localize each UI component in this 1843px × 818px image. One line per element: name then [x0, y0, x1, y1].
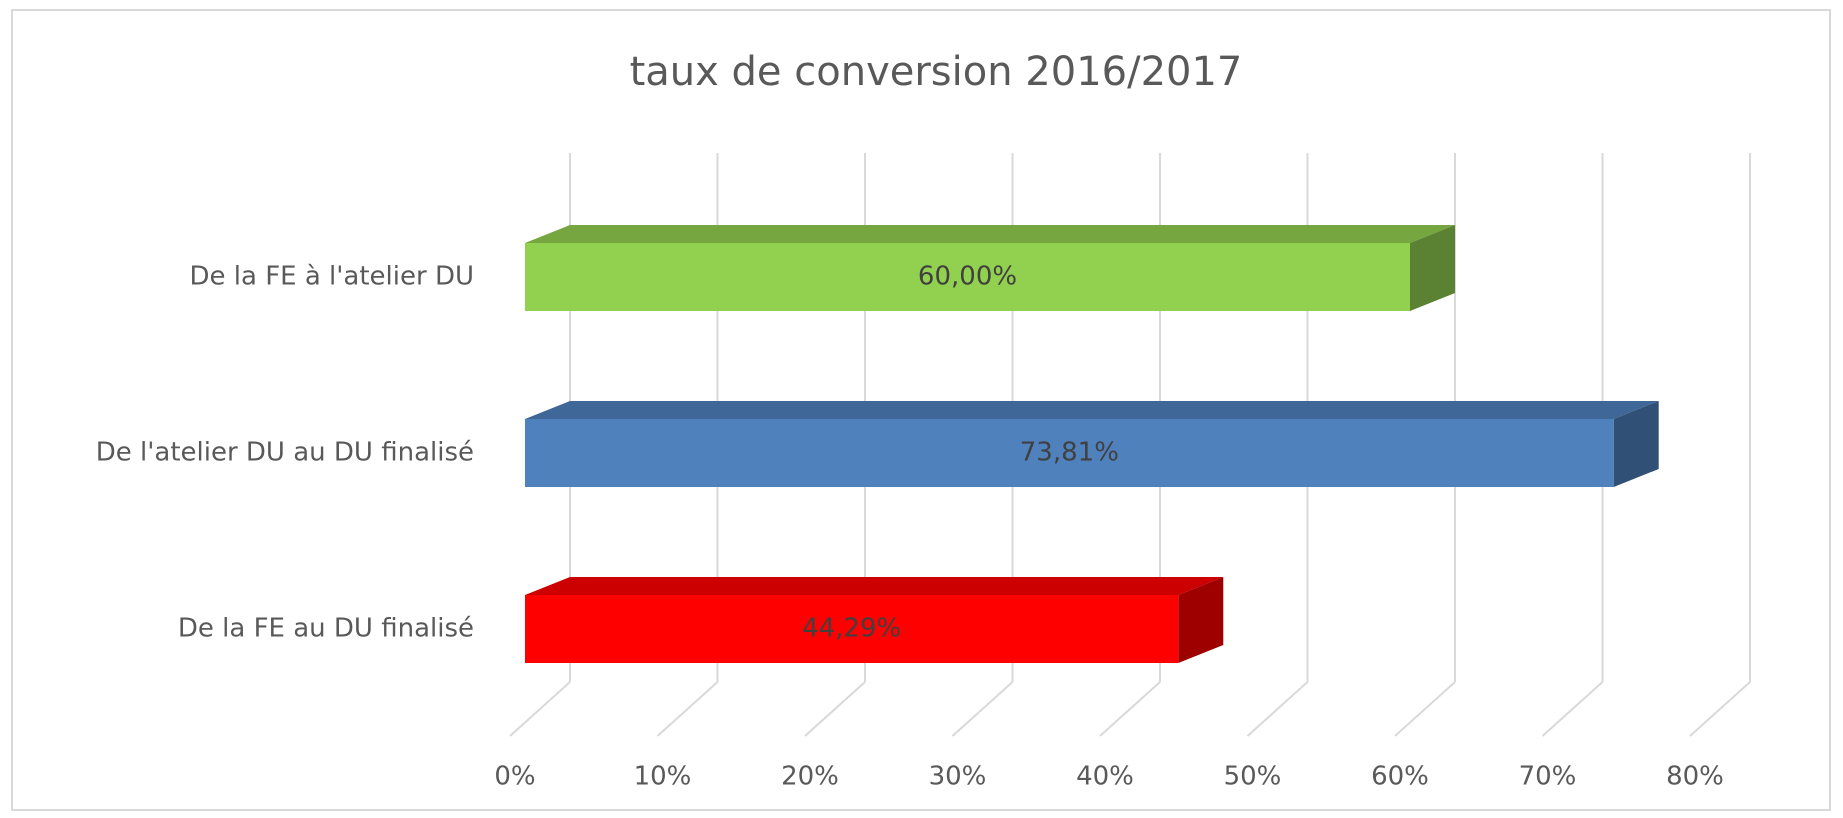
floor-line [804, 681, 866, 737]
x-tick-label: 40% [1076, 762, 1134, 792]
bar-top [525, 225, 1455, 243]
x-tick-label: 20% [781, 762, 839, 792]
value-label: 73,81% [1020, 438, 1119, 468]
floor-line [1394, 681, 1456, 737]
x-tick-label: 80% [1666, 762, 1724, 792]
x-tick-label: 60% [1371, 762, 1429, 792]
bar-top [525, 401, 1659, 419]
y-tick-label: De la FE à l'atelier DU [190, 262, 475, 292]
bar [525, 243, 1410, 311]
floor-line [1541, 681, 1604, 737]
floor-line [509, 681, 571, 737]
floor-line [656, 681, 719, 737]
value-label: 44,29% [802, 614, 901, 644]
x-tick-label: 0% [494, 762, 535, 792]
bar-side [1178, 577, 1224, 663]
x-tick-label: 50% [1224, 762, 1282, 792]
bar [525, 419, 1614, 487]
bar-side [1410, 225, 1455, 311]
y-tick-label: De la FE au DU finalisé [178, 614, 474, 644]
y-tick-label: De l'atelier DU au DU finalisé [96, 438, 474, 468]
bar [525, 595, 1179, 663]
bar-top [525, 577, 1224, 595]
x-tick-label: 10% [634, 762, 692, 792]
bar-side [1613, 401, 1659, 487]
floor-line [951, 681, 1014, 737]
x-tick-label: 70% [1519, 762, 1577, 792]
x-tick-label: 30% [929, 762, 987, 792]
floor-line [1689, 681, 1751, 737]
value-label: 60,00% [918, 262, 1017, 292]
floor-line [1246, 681, 1309, 737]
floor-line [1099, 681, 1161, 737]
chart-title: taux de conversion 2016/2017 [630, 49, 1243, 95]
